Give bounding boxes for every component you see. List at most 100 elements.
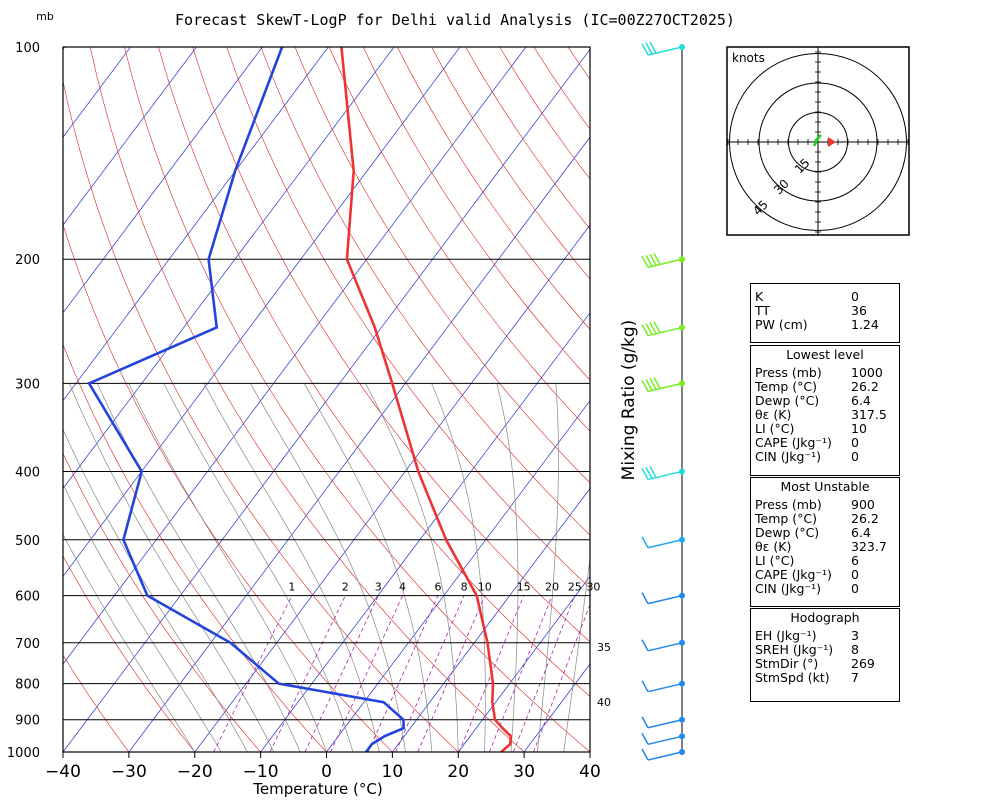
isotherm <box>63 47 197 226</box>
mixing-ratio-label: 30 <box>586 581 600 594</box>
most-unstable-panel: Most Unstable Press (mb) 900 Temp (°C) 26.2… <box>750 477 900 607</box>
stat-row: Press (mb) 1000 <box>751 366 899 380</box>
stat-label: CAPE (Jkg⁻¹) <box>755 435 832 450</box>
isotherm <box>63 47 329 402</box>
stat-value: 269 <box>851 656 875 671</box>
storm-motion-marker <box>828 137 836 147</box>
pressure-tick-label: 300 <box>15 377 40 392</box>
lowest-level-panel: Lowest level Press (mb) 1000 Temp (°C) 26.2… <box>750 345 900 476</box>
dry-adiabat <box>192 47 590 643</box>
mixing-ratio-line <box>395 595 465 752</box>
dry-adiabat <box>260 47 590 536</box>
mixing-ratio-line <box>513 595 576 752</box>
temperature-tick-label: 30 <box>513 762 535 782</box>
profiles <box>87 47 513 752</box>
mixing-ratio-label: 8 <box>461 581 468 594</box>
stat-label: StmDir (°) <box>755 656 819 671</box>
temperature-tick-label: 0 <box>321 762 332 782</box>
indices-panel: K 0 TT 36 PW (cm) 1.24 <box>750 283 900 343</box>
dry-adiabat <box>63 654 130 752</box>
moist-adiabat <box>563 555 590 752</box>
theta-e-label: 40 <box>597 696 611 709</box>
stat-row: EH (Jkg⁻¹) 3 <box>751 629 899 643</box>
moist-adiabat <box>203 383 380 752</box>
stat-row: CAPE (Jkg⁻¹) 0 <box>751 568 899 582</box>
moist-adiabat <box>63 428 248 752</box>
wind-barb <box>641 377 685 393</box>
moist-adiabat <box>163 383 354 752</box>
stat-label: K <box>755 289 764 304</box>
temperature-tick-label: −20 <box>177 762 213 782</box>
plot-grid <box>63 47 590 752</box>
wind-barb <box>641 716 685 729</box>
stat-row: CAPE (Jkg⁻¹) 0 <box>751 436 899 450</box>
stat-label: TT <box>755 303 771 318</box>
stat-row: StmDir (°) 269 <box>751 657 899 671</box>
stat-label: Temp (°C) <box>755 511 818 526</box>
x-axis-label: Temperature (°C) <box>252 780 382 798</box>
dry-adiabat <box>63 223 393 752</box>
isotherm <box>63 48 590 752</box>
stat-label: Dewp (°C) <box>755 393 820 408</box>
temperature-tick-label: 40 <box>579 762 601 782</box>
dry-adiabat <box>294 47 590 484</box>
dry-adiabat <box>63 343 327 752</box>
mixing-ratio-label: 4 <box>399 581 406 594</box>
stat-value: 6.4 <box>851 393 871 408</box>
wind-barb <box>641 41 685 56</box>
mixing-ratio-label: 20 <box>545 581 559 594</box>
stat-label: CAPE (Jkg⁻¹) <box>755 567 832 582</box>
pressure-tick-label: 800 <box>15 678 40 693</box>
moist-adiabat <box>536 383 559 752</box>
isotherm <box>458 575 590 752</box>
stat-label: PW (cm) <box>755 317 808 332</box>
isotherm <box>194 224 590 752</box>
stat-value: 0 <box>851 435 859 450</box>
moist-adiabat <box>97 383 301 752</box>
wind-barb <box>641 321 685 337</box>
stat-value: 6.4 <box>851 525 871 540</box>
dry-adiabat <box>89 47 525 752</box>
pressure-tick-label: 400 <box>15 465 40 480</box>
stat-row: LI (°C) 6 <box>751 554 899 568</box>
pressure-tick-label: 100 <box>15 41 40 56</box>
stat-label: StmSpd (kt) <box>755 670 830 685</box>
theta-e-label: 35 <box>597 641 611 654</box>
isotherm <box>63 47 263 314</box>
temperature-profile <box>340 47 513 752</box>
mixing-ratio-line <box>304 595 379 752</box>
dry-adiabat <box>431 47 590 280</box>
temperature-tick-label: 10 <box>382 762 404 782</box>
panel-title: Most Unstable <box>780 479 870 494</box>
mixing-ratio-line <box>417 595 486 752</box>
mixing-ratio-label: 3 <box>375 581 382 594</box>
stat-value: 1.24 <box>851 317 879 332</box>
mixing-ratio-line <box>367 595 439 752</box>
hodograph-units: knots <box>732 51 765 65</box>
pressure-units: mb <box>36 10 54 23</box>
moist-adiabat <box>250 383 406 752</box>
dry-adiabat <box>63 452 262 752</box>
stat-row: Dewp (°C) 6.4 <box>751 394 899 408</box>
stat-value: 323.7 <box>851 539 887 554</box>
stat-label: Dewp (°C) <box>755 525 820 540</box>
stat-row: TT 36 <box>751 304 899 318</box>
stat-row: CIN (Jkg⁻¹) 0 <box>751 582 899 596</box>
stat-value: 8 <box>851 642 859 657</box>
stat-value: 900 <box>851 497 875 512</box>
stat-row: LI (°C) 10 <box>751 422 899 436</box>
stat-value: 26.2 <box>851 379 879 394</box>
temperature-tick-label: −30 <box>111 762 147 782</box>
stat-row: Press (mb) 900 <box>751 498 899 512</box>
moist-adiabat <box>364 383 459 752</box>
temperature-tick-label: −40 <box>45 762 81 782</box>
moist-adiabat <box>496 383 519 752</box>
stat-label: θε (K) <box>755 407 792 422</box>
stat-value: 0 <box>851 581 859 596</box>
wind-barb-column <box>641 41 685 761</box>
stat-row: PW (cm) 1.24 <box>751 318 899 332</box>
dry-adiabat <box>63 555 196 752</box>
